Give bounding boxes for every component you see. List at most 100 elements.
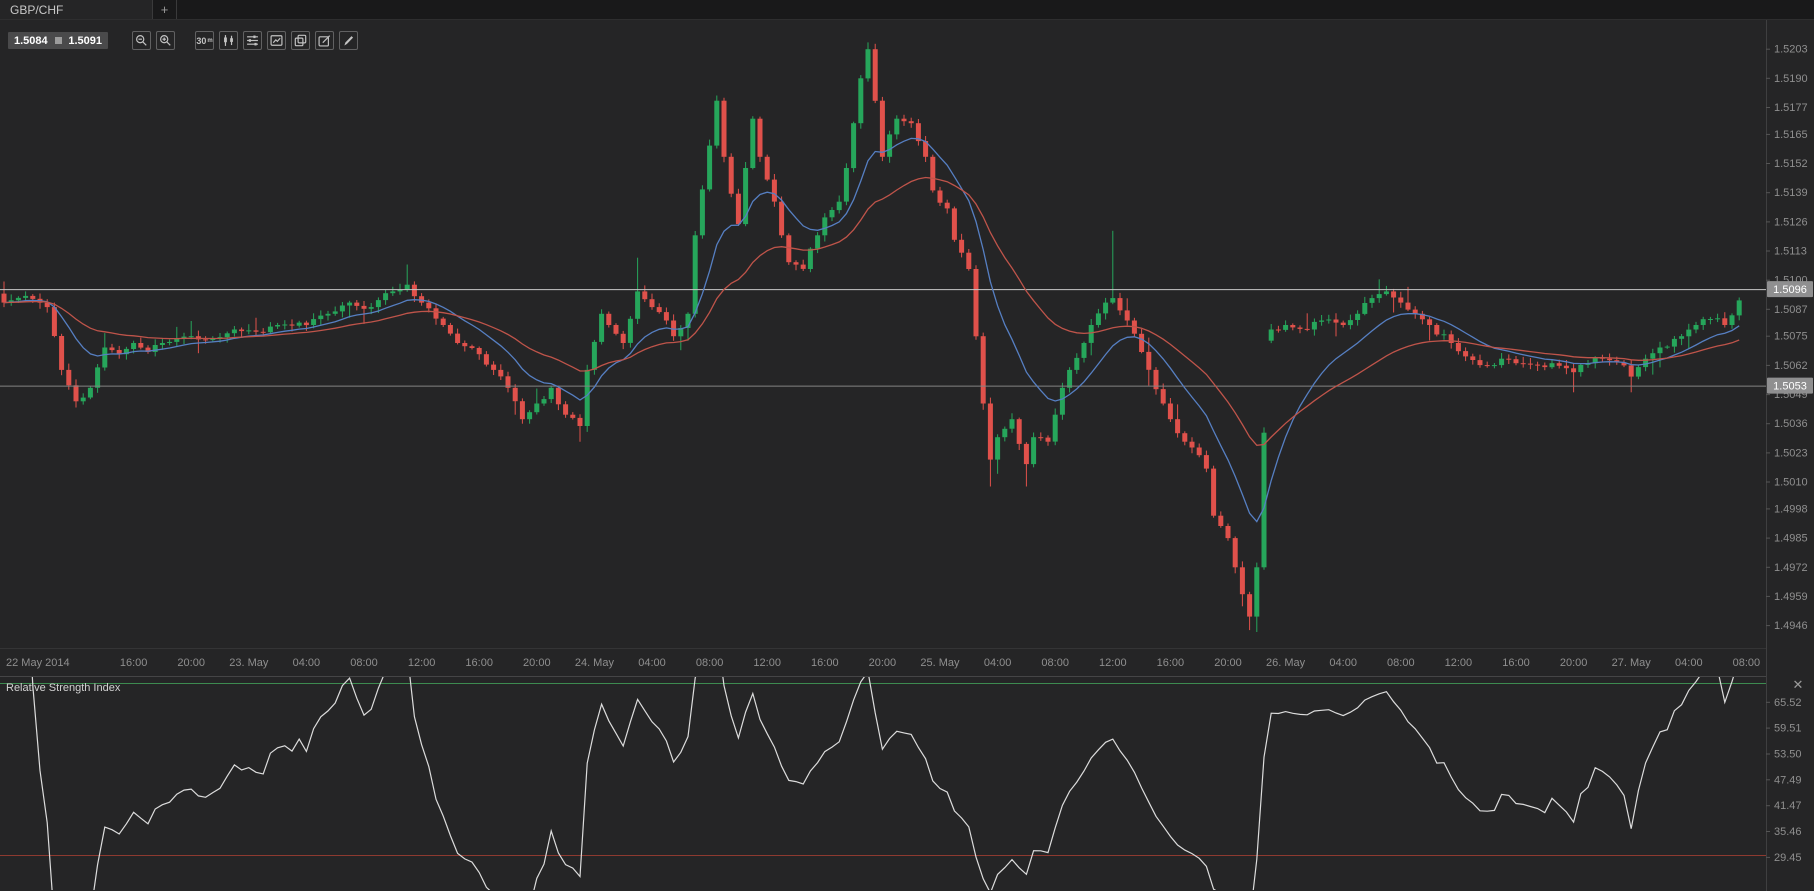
svg-text:25. May: 25. May	[920, 657, 960, 669]
zoom-group	[132, 31, 175, 50]
svg-text:04:00: 04:00	[1329, 657, 1357, 669]
rsi-axis-labels: 65.52 59.51 53.50 47.49 41.47 35.46 29.45	[1766, 697, 1802, 864]
chart-tools-group: 30 m	[195, 31, 358, 50]
svg-text:1.5190: 1.5190	[1774, 73, 1808, 85]
draw-button[interactable]	[339, 31, 358, 50]
svg-text:20:00: 20:00	[1214, 657, 1242, 669]
svg-text:12:00: 12:00	[1099, 657, 1127, 669]
candlestick-icon	[224, 35, 233, 46]
svg-text:16:00: 16:00	[1157, 657, 1185, 669]
svg-text:27. May: 27. May	[1612, 657, 1652, 669]
magnifier-plus-icon	[160, 35, 171, 46]
svg-text:65.52: 65.52	[1774, 697, 1802, 709]
chart-area: 1.5203 1.5190 1.5177 1.5165 1.5152 1.5139 1.51…	[0, 20, 1814, 891]
chart-toolbar: 1.5084 1.5091 30 m	[8, 31, 358, 50]
tab-gbpchf[interactable]: GBP/CHF	[0, 0, 152, 19]
svg-text:1.4972: 1.4972	[1774, 562, 1808, 574]
timeframe-value: 30	[196, 35, 207, 46]
ma-slow-line	[3, 176, 1740, 446]
ma-fast-line	[3, 137, 1740, 523]
chart-background	[0, 20, 1814, 891]
svg-text:1.5096: 1.5096	[1773, 284, 1807, 296]
svg-text:1.4946: 1.4946	[1774, 620, 1808, 632]
timeframe-button[interactable]: 30 m	[195, 31, 214, 50]
duplicate-button[interactable]	[291, 31, 310, 50]
indicators-button[interactable]	[243, 31, 262, 50]
indicator-close-button[interactable]: ✕	[1789, 676, 1807, 694]
sliders-icon	[247, 35, 258, 46]
svg-text:1.5087: 1.5087	[1774, 304, 1808, 316]
svg-text:1.5113: 1.5113	[1774, 246, 1807, 258]
ask-price: 1.5091	[68, 34, 102, 47]
svg-text:16:00: 16:00	[465, 657, 493, 669]
svg-text:22 May 2014: 22 May 2014	[6, 657, 70, 669]
svg-text:04:00: 04:00	[638, 657, 666, 669]
chart-type-button[interactable]	[219, 31, 238, 50]
svg-text:08:00: 08:00	[350, 657, 378, 669]
edit-pencil-icon	[318, 35, 331, 47]
svg-text:08:00: 08:00	[1387, 657, 1415, 669]
price-chart[interactable]: 1.5203 1.5190 1.5177 1.5165 1.5152 1.5139 1.51…	[0, 20, 1814, 891]
svg-text:24. May: 24. May	[575, 657, 615, 669]
tab-separator	[152, 0, 153, 19]
svg-text:1.4998: 1.4998	[1774, 503, 1808, 515]
svg-text:1.5053: 1.5053	[1773, 381, 1807, 393]
chart-window-icon	[270, 35, 283, 46]
svg-text:47.49: 47.49	[1774, 774, 1802, 786]
svg-text:1.5010: 1.5010	[1774, 477, 1808, 489]
bid-price: 1.5084	[14, 34, 48, 47]
svg-text:1.5036: 1.5036	[1774, 418, 1808, 430]
svg-text:1.5075: 1.5075	[1774, 331, 1808, 343]
marker-icon	[344, 36, 354, 46]
svg-text:04:00: 04:00	[984, 657, 1012, 669]
svg-text:16:00: 16:00	[120, 657, 148, 669]
svg-text:1.5152: 1.5152	[1774, 158, 1808, 170]
spread-square-icon	[54, 37, 62, 44]
svg-text:16:00: 16:00	[1502, 657, 1530, 669]
price-axis-labels: 1.5203 1.5190 1.5177 1.5165 1.5152 1.5139 1.51…	[1766, 44, 1808, 632]
zoom-out-button[interactable]	[132, 31, 151, 50]
svg-text:12:00: 12:00	[753, 657, 781, 669]
svg-text:20:00: 20:00	[1560, 657, 1588, 669]
svg-text:08:00: 08:00	[1041, 657, 1069, 669]
svg-text:16:00: 16:00	[811, 657, 839, 669]
new-tab-button[interactable]: +	[160, 2, 169, 17]
copy-icon	[294, 34, 307, 47]
svg-text:20:00: 20:00	[869, 657, 897, 669]
svg-text:1.5139: 1.5139	[1774, 187, 1808, 199]
svg-text:1.5023: 1.5023	[1774, 447, 1808, 459]
timeframe-unit: m	[207, 37, 213, 44]
tab-bar: GBP/CHF +	[0, 0, 1814, 20]
svg-text:1.5165: 1.5165	[1774, 129, 1808, 141]
svg-text:20:00: 20:00	[523, 657, 551, 669]
snapshot-button[interactable]	[267, 31, 286, 50]
svg-text:08:00: 08:00	[1733, 657, 1761, 669]
svg-text:1.5203: 1.5203	[1774, 44, 1808, 56]
price-level-badge[interactable]: 1.5053	[1767, 377, 1813, 394]
svg-text:1.5177: 1.5177	[1774, 102, 1808, 114]
rsi-line	[31, 677, 1735, 890]
quote-widget[interactable]: 1.5084 1.5091	[8, 32, 108, 49]
magnifier-minus-icon	[136, 35, 147, 46]
svg-text:1.5126: 1.5126	[1774, 216, 1808, 228]
time-axis-labels: 22 May 2014 16:00 20:00 23. May 04:00 08:00 12…	[6, 657, 1760, 669]
annotate-button[interactable]	[315, 31, 334, 50]
svg-text:23. May: 23. May	[229, 657, 269, 669]
svg-text:1.5062: 1.5062	[1774, 360, 1808, 372]
svg-text:26. May: 26. May	[1266, 657, 1306, 669]
svg-text:35.46: 35.46	[1774, 826, 1802, 838]
svg-text:29.45: 29.45	[1774, 852, 1802, 864]
svg-text:12:00: 12:00	[408, 657, 436, 669]
svg-text:53.50: 53.50	[1774, 749, 1802, 761]
price-level-badge[interactable]: 1.5096	[1767, 281, 1813, 298]
svg-text:04:00: 04:00	[293, 657, 321, 669]
svg-text:12:00: 12:00	[1445, 657, 1473, 669]
svg-text:1.4985: 1.4985	[1774, 533, 1808, 545]
svg-text:08:00: 08:00	[696, 657, 724, 669]
tab-separator	[176, 0, 177, 19]
svg-text:20:00: 20:00	[177, 657, 205, 669]
zoom-in-button[interactable]	[156, 31, 175, 50]
candle-series	[1, 42, 1742, 632]
svg-text:1.4959: 1.4959	[1774, 591, 1808, 603]
svg-text:41.47: 41.47	[1774, 800, 1802, 812]
